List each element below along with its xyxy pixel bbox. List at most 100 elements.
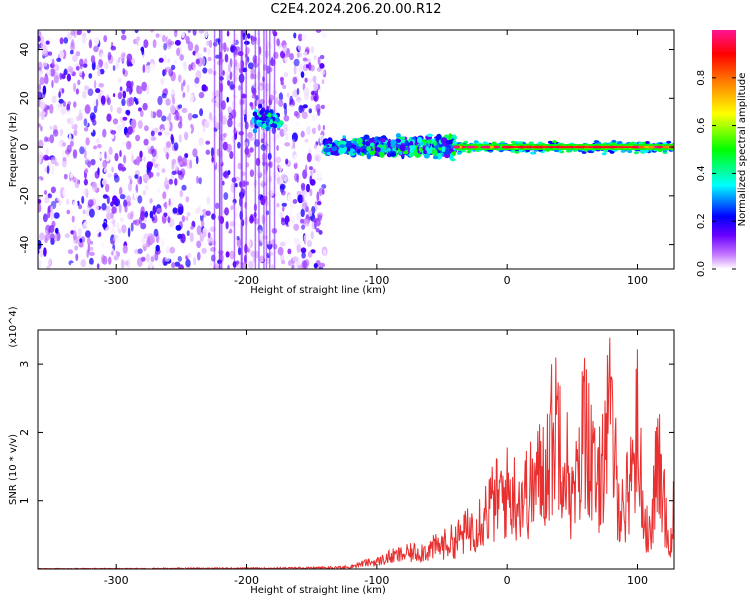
carrier-halo xyxy=(456,151,462,155)
noise-blob xyxy=(58,98,64,104)
noise-blob xyxy=(301,252,306,259)
noise-blob xyxy=(187,112,193,121)
noise-blob xyxy=(61,73,66,80)
noise-blob xyxy=(224,207,230,216)
noise-blob xyxy=(82,209,86,215)
carrier-halo xyxy=(530,151,536,155)
noise-blob xyxy=(115,222,120,229)
noise-blob xyxy=(51,80,54,88)
noise-blob xyxy=(122,116,128,121)
noise-blob xyxy=(151,216,155,221)
noise-blob xyxy=(121,30,126,35)
noise-blob xyxy=(207,68,213,75)
signal-blob xyxy=(402,150,409,155)
noise-blob xyxy=(312,75,317,83)
signal-blob xyxy=(445,144,452,149)
noise-blob xyxy=(44,156,51,161)
noise-blob xyxy=(141,237,146,244)
noise-blob xyxy=(148,49,155,57)
noise-blob xyxy=(304,138,309,143)
noise-blob xyxy=(93,105,98,114)
noise-streak xyxy=(254,30,257,269)
noise-blob xyxy=(137,97,142,102)
noise-blob xyxy=(53,212,60,219)
signal-blob xyxy=(423,153,430,159)
noise-streak xyxy=(273,30,276,269)
noise-blob xyxy=(86,249,89,258)
noise-blob xyxy=(66,209,71,215)
noise-blob xyxy=(59,72,63,81)
noise-blob xyxy=(316,201,322,206)
noise-blob xyxy=(155,33,160,38)
noise-blob xyxy=(119,86,123,91)
noise-blob xyxy=(317,56,321,65)
noise-blob xyxy=(178,134,182,143)
signal-blob xyxy=(323,147,331,153)
noise-blob xyxy=(89,246,94,252)
noise-blob xyxy=(321,184,327,189)
noise-blob xyxy=(177,256,182,262)
noise-blob xyxy=(237,247,242,256)
noise-blob xyxy=(122,90,127,99)
noise-blob xyxy=(118,203,122,214)
noise-blob xyxy=(307,58,311,63)
noise-blob xyxy=(56,102,61,112)
noise-blob xyxy=(207,56,212,62)
noise-blob xyxy=(148,161,154,168)
noise-blob xyxy=(83,118,88,127)
noise-blob xyxy=(247,239,251,249)
noise-blob xyxy=(182,80,186,87)
noise-blob xyxy=(276,191,280,196)
signal-blob xyxy=(399,144,406,152)
noise-blob xyxy=(174,178,178,186)
noise-blob xyxy=(292,256,299,262)
noise-blob xyxy=(228,113,234,120)
noise-blob xyxy=(106,195,110,205)
noise-blob xyxy=(156,41,160,46)
noise-blob xyxy=(110,130,117,135)
noise-blob xyxy=(100,95,106,105)
noise-blob xyxy=(128,182,132,192)
noise-blob xyxy=(40,110,45,121)
noise-blob xyxy=(279,76,284,83)
noise-blob xyxy=(304,121,308,128)
noise-blob xyxy=(249,128,252,133)
noise-blob xyxy=(39,232,45,241)
noise-blob xyxy=(208,39,213,49)
noise-blob xyxy=(83,127,89,132)
carrier-halo xyxy=(617,141,623,144)
noise-streak xyxy=(269,30,271,269)
signal-blob xyxy=(383,144,387,150)
noise-blob xyxy=(85,137,90,146)
noise-blob xyxy=(62,157,67,162)
noise-blob xyxy=(173,59,178,65)
noise-blob xyxy=(236,235,240,241)
x-tick-label: 0 xyxy=(504,274,511,287)
x-axis-label: Height of straight line (km) xyxy=(250,285,386,296)
noise-blob xyxy=(234,46,241,52)
signal-blob xyxy=(409,145,416,149)
noise-blob xyxy=(147,179,153,184)
x-tick-label: 100 xyxy=(627,274,648,287)
noise-blob xyxy=(289,104,295,115)
noise-blob xyxy=(78,204,82,210)
noise-blob xyxy=(101,202,107,211)
noise-blob xyxy=(120,34,127,41)
noise-blob xyxy=(286,48,291,58)
signal-blob xyxy=(360,145,367,150)
noise-blob xyxy=(99,68,105,75)
noise-blob xyxy=(68,133,72,143)
noise-blob xyxy=(93,80,97,89)
noise-blob xyxy=(164,177,168,186)
noise-blob xyxy=(117,77,122,84)
noise-blob xyxy=(204,30,208,39)
noise-blob xyxy=(117,92,123,100)
noise-blob xyxy=(110,104,113,113)
noise-blob xyxy=(38,71,42,78)
noise-blob xyxy=(234,183,238,188)
noise-blob xyxy=(194,44,199,53)
noise-blob xyxy=(294,237,300,246)
noise-blob xyxy=(87,88,94,96)
noise-blob xyxy=(222,171,228,178)
noise-blob xyxy=(115,59,119,69)
